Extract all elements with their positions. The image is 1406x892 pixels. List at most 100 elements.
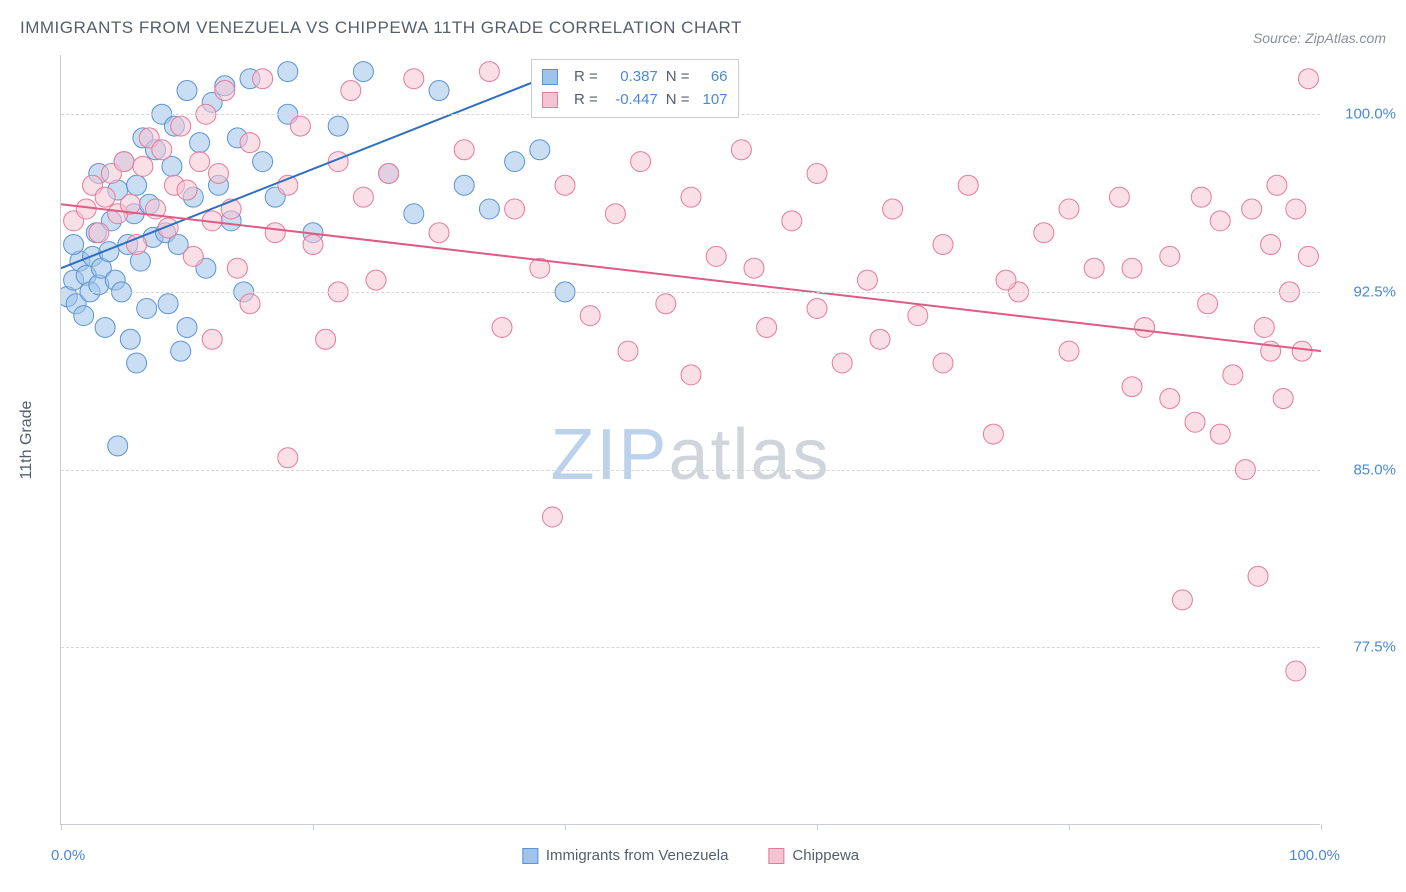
scatter-point (1248, 566, 1268, 586)
chart-canvas (61, 55, 1321, 825)
scatter-point (158, 294, 178, 314)
scatter-point (190, 133, 210, 153)
scatter-point (303, 235, 323, 255)
scatter-point (505, 199, 525, 219)
scatter-point (133, 156, 153, 176)
legend-item-venezuela: Immigrants from Venezuela (522, 847, 729, 864)
scatter-point (240, 133, 260, 153)
stats-row-series2: R = -0.447 N = 107 (542, 89, 728, 112)
scatter-point (1191, 187, 1211, 207)
x-tick-0: 0.0% (51, 847, 85, 864)
scatter-point (505, 152, 525, 172)
scatter-point (908, 306, 928, 326)
scatter-point (996, 270, 1016, 290)
scatter-point (137, 299, 157, 319)
scatter-point (353, 187, 373, 207)
scatter-point (631, 152, 651, 172)
bottom-legend: Immigrants from Venezuela Chippewa (522, 847, 859, 864)
scatter-point (1273, 389, 1293, 409)
scatter-point (1298, 69, 1318, 89)
y-tick-label: 100.0% (1345, 106, 1396, 123)
scatter-point (782, 211, 802, 231)
scatter-point (152, 140, 172, 160)
scatter-point (404, 69, 424, 89)
chart-title: IMMIGRANTS FROM VENEZUELA VS CHIPPEWA 11… (20, 18, 742, 38)
scatter-point (1059, 199, 1079, 219)
scatter-point (265, 223, 285, 243)
scatter-point (190, 152, 210, 172)
x-tick (61, 824, 62, 830)
plot-area: ZIPatlas 77.5%85.0%92.5%100.0% 0.0% 100.… (60, 55, 1320, 825)
scatter-point (454, 175, 474, 195)
scatter-point (1254, 317, 1274, 337)
scatter-point (108, 436, 128, 456)
scatter-point (1292, 341, 1312, 361)
scatter-point (171, 341, 191, 361)
gridline (61, 647, 1320, 648)
scatter-point (744, 258, 764, 278)
scatter-point (429, 81, 449, 101)
x-tick (313, 824, 314, 830)
correlation-stats-box: R = 0.387 N = 66 R = -0.447 N = 107 (531, 59, 739, 118)
scatter-point (542, 507, 562, 527)
scatter-point (681, 187, 701, 207)
scatter-point (253, 152, 273, 172)
scatter-point (857, 270, 877, 290)
scatter-point (958, 175, 978, 195)
scatter-point (454, 140, 474, 160)
scatter-point (933, 235, 953, 255)
scatter-point (1172, 590, 1192, 610)
gridline (61, 292, 1320, 293)
scatter-point (120, 329, 140, 349)
scatter-point (95, 317, 115, 337)
scatter-point (1198, 294, 1218, 314)
scatter-point (656, 294, 676, 314)
y-tick-label: 85.0% (1353, 461, 1396, 478)
scatter-point (1242, 199, 1262, 219)
scatter-point (1210, 211, 1230, 231)
x-tick (817, 824, 818, 830)
scatter-point (757, 317, 777, 337)
gridline (61, 470, 1320, 471)
scatter-point (127, 353, 147, 373)
scatter-point (832, 353, 852, 373)
scatter-point (64, 235, 84, 255)
scatter-point (429, 223, 449, 243)
x-tick (1321, 824, 1322, 830)
scatter-point (290, 116, 310, 136)
x-tick-100: 100.0% (1289, 847, 1340, 864)
scatter-point (278, 448, 298, 468)
scatter-point (618, 341, 638, 361)
scatter-point (530, 140, 550, 160)
scatter-point (1034, 223, 1054, 243)
scatter-point (1109, 187, 1129, 207)
scatter-point (183, 246, 203, 266)
scatter-point (127, 175, 147, 195)
scatter-point (1210, 424, 1230, 444)
scatter-point (1261, 235, 1281, 255)
scatter-point (983, 424, 1003, 444)
y-axis-label: 11th Grade (18, 401, 36, 480)
scatter-point (89, 223, 109, 243)
scatter-point (177, 81, 197, 101)
scatter-point (479, 199, 499, 219)
scatter-point (366, 270, 386, 290)
scatter-point (1298, 246, 1318, 266)
scatter-point (177, 180, 197, 200)
scatter-point (1223, 365, 1243, 385)
scatter-point (1185, 412, 1205, 432)
scatter-point (807, 163, 827, 183)
scatter-point (1160, 246, 1180, 266)
scatter-point (74, 306, 94, 326)
scatter-point (240, 294, 260, 314)
scatter-point (1122, 258, 1142, 278)
scatter-point (209, 163, 229, 183)
scatter-point (215, 81, 235, 101)
scatter-point (253, 69, 273, 89)
source-attribution: Source: ZipAtlas.com (1253, 30, 1386, 46)
scatter-point (278, 62, 298, 82)
scatter-point (379, 163, 399, 183)
scatter-point (1122, 377, 1142, 397)
x-tick (1069, 824, 1070, 830)
scatter-point (341, 81, 361, 101)
